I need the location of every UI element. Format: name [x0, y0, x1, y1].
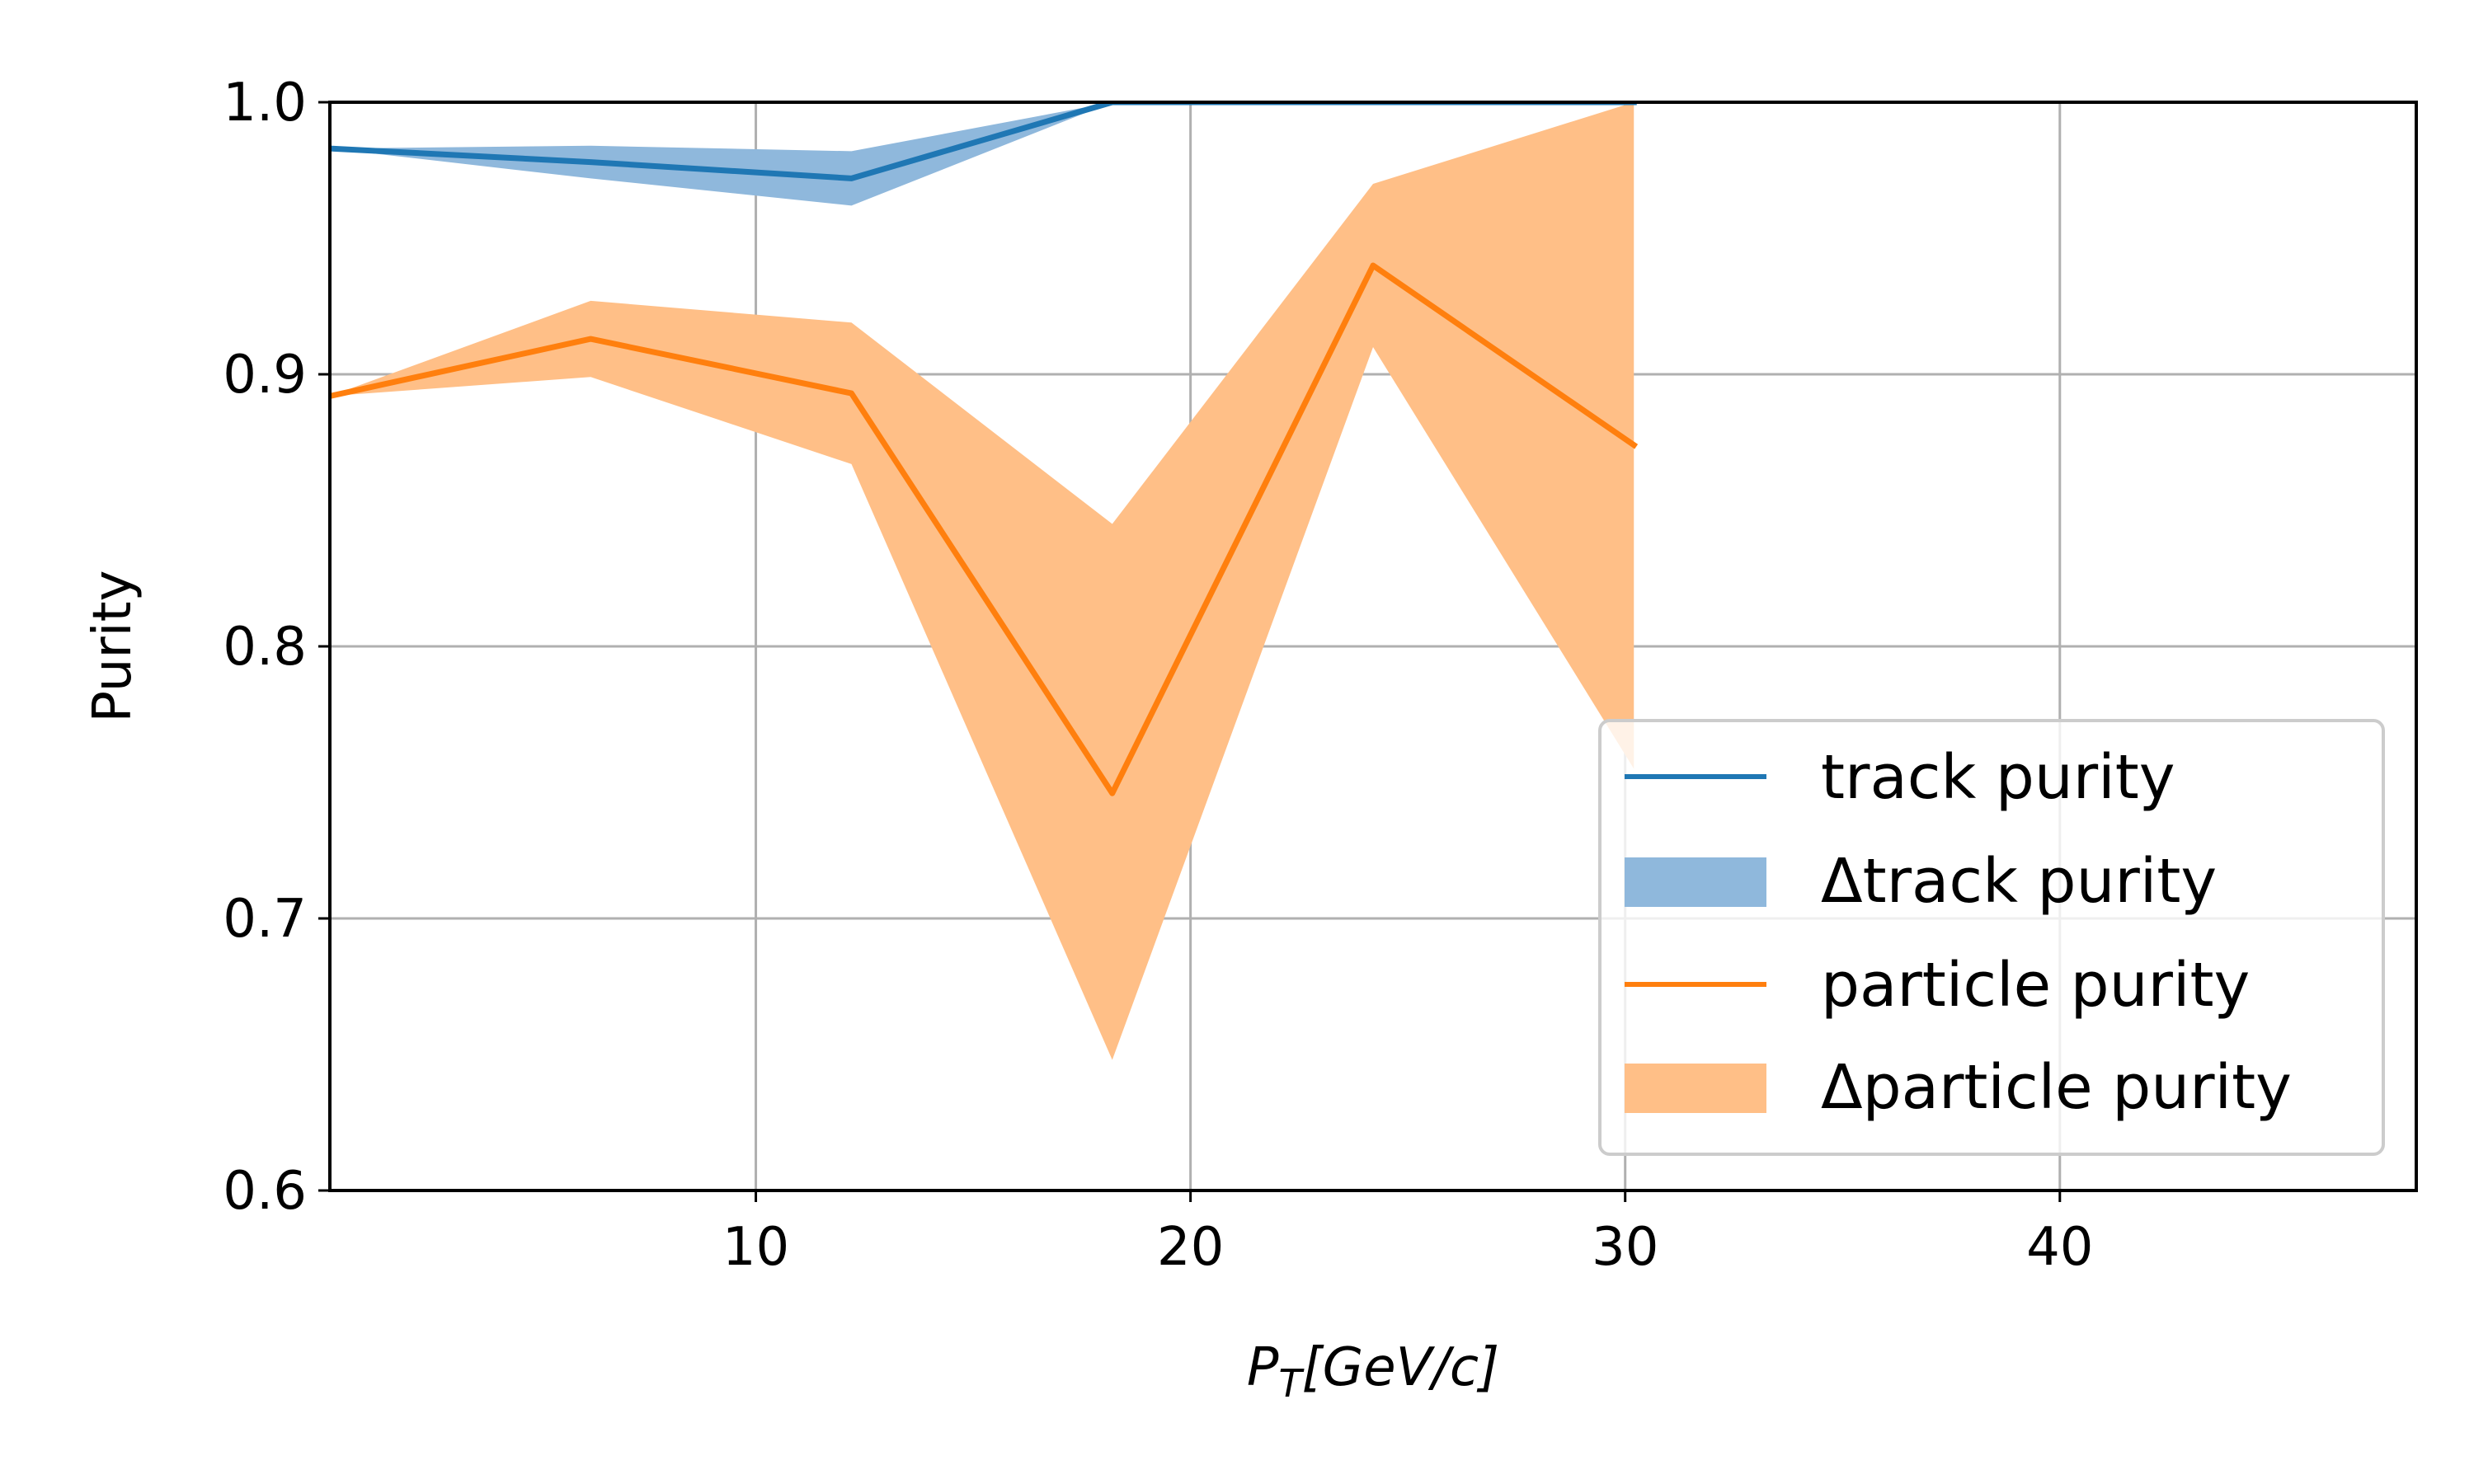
y-tick-label: 0.9 [223, 345, 307, 406]
y-axis-label: Purity [82, 570, 143, 722]
y-tick-label: 1.0 [223, 73, 307, 134]
axis-ticks: 10 20 30 40 0.6 0.7 0.8 0.9 1.0 [223, 73, 2093, 1278]
x-axis-label-main: P [1247, 1337, 1279, 1398]
x-axis-label-subscript: T [1279, 1361, 1305, 1406]
uncertainty-bands [330, 102, 1634, 1060]
legend: track purity Δtrack purity particle puri… [1598, 719, 2385, 1156]
series-line-particle [330, 262, 1639, 796]
legend-label-track-purity: track purity [1821, 742, 2175, 813]
x-tick-label: 10 [722, 1217, 789, 1278]
legend-label-track-purity-band: Δtrack purity [1821, 846, 2217, 917]
x-axis-label: PT[GeV/c] [1247, 1337, 1499, 1406]
legend-swatch-particle-purity-band [1625, 1064, 1766, 1113]
series-line-track [330, 102, 1637, 181]
legend-label-particle-purity-band: Δparticle purity [1821, 1052, 2292, 1123]
y-tick-label: 0.8 [223, 617, 307, 678]
x-tick-label: 40 [2026, 1217, 2093, 1278]
uncertainty-band-particle [330, 102, 1634, 1060]
legend-swatch-track-purity-band [1625, 857, 1766, 907]
x-tick-label: 20 [1157, 1217, 1224, 1278]
y-tick-label: 0.7 [223, 889, 307, 950]
legend-label-particle-purity: particle purity [1821, 950, 2250, 1021]
x-axis-label-rest: [GeV/c] [1302, 1337, 1499, 1398]
uncertainty-band-track [330, 102, 1634, 206]
legend-box [1598, 719, 2385, 1156]
y-tick-label: 0.6 [223, 1161, 307, 1222]
x-tick-label: 30 [1592, 1217, 1658, 1278]
series-lines [330, 102, 1639, 796]
